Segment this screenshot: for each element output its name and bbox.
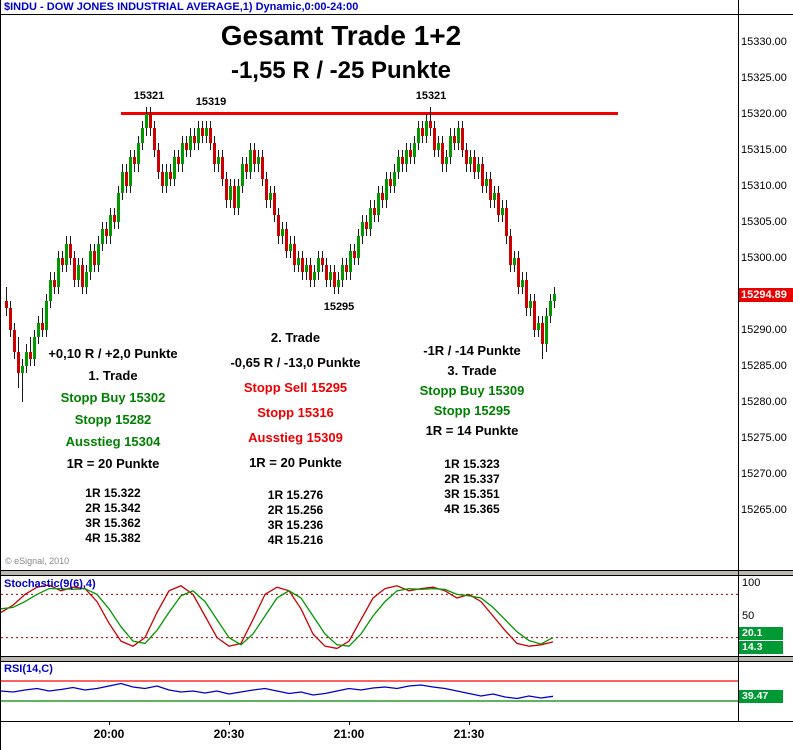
panel-splitter[interactable] (1, 656, 793, 662)
trade-note-line: Stopp 15282 (74, 412, 152, 427)
r-target-line: 1R 15.276 (267, 488, 324, 502)
r-target-line: 4R 15.382 (85, 531, 141, 545)
trade-note-line: Stopp Buy 15309 (419, 383, 525, 398)
headline-result: -1,55 R / -25 Punkte (230, 57, 452, 84)
trade-2-annotation: 2. Trade -0,65 R / -13,0 Punkte Stopp Sell… (213, 330, 378, 549)
trade-note-line: Ausstieg 15309 (248, 430, 343, 445)
trade-note-line: 1R = 20 Punkte (249, 455, 342, 470)
trade-note-line: +0,10 R / +2,0 Punkte (48, 346, 178, 361)
r-target-line: 3R 15.351 (444, 487, 500, 501)
trade-note-line: Stopp Sell 15295 (243, 380, 348, 395)
stochastic-plot (1, 584, 738, 650)
r-target-line: 2R 15.342 (85, 501, 141, 515)
stochastic-label: Stochastic(9(6),4) (4, 578, 96, 590)
r-target-line: 1R 15.323 (444, 457, 500, 471)
panel-splitter[interactable] (1, 570, 793, 576)
trade-note-line: Stopp 15295 (433, 403, 511, 418)
stoch-axis-100: 100 (742, 577, 761, 589)
r-target-list: 1R 15.276 2R 15.256 3R 15.236 4R 15.216 (268, 488, 323, 548)
trade-note-line: Stopp Buy 15302 (60, 390, 166, 405)
esignal-watermark: © eSignal, 2010 (5, 556, 70, 566)
r-target-list: 1R 15.322 2R 15.342 3R 15.362 4R 15.382 (85, 486, 140, 546)
r-target-line: 3R 15.362 (85, 516, 141, 530)
title-bar: $INDU - DOW JONES INDUSTRIAL AVERAGE,1) … (1, 0, 793, 15)
time-axis[interactable] (1, 721, 793, 750)
stoch-axis-50: 50 (742, 610, 755, 622)
stoch-k-value-badge: 14.3 (739, 641, 783, 654)
trade-note-line: -1R / -14 Punkte (423, 343, 521, 358)
trade-note-line: 1R = 14 Punkte (425, 423, 519, 438)
trade-3-annotation: -1R / -14 Punkte 3. Trade Stopp Buy 15309 S… (407, 343, 537, 518)
trade-note-line: Ausstieg 15304 (65, 434, 161, 449)
trade-1-annotation: +0,10 R / +2,0 Punkte 1. Trade Stopp Buy 1… (29, 346, 197, 547)
trade-note-line: Stopp 15316 (257, 405, 334, 420)
symbol-title: $INDU - DOW JONES INDUSTRIAL AVERAGE,1) … (4, 1, 359, 13)
r-target-line: 2R 15.337 (444, 472, 500, 486)
trade-note-line: -0,65 R / -13,0 Punkte (230, 355, 361, 370)
r-target-line: 1R 15.322 (85, 486, 141, 500)
r-target-line: 2R 15.256 (267, 503, 324, 517)
axis-divider-line (738, 0, 739, 721)
r-target-line: 4R 15.216 (267, 533, 324, 547)
r-target-line: 3R 15.236 (267, 518, 324, 532)
trade-note-line: 3. Trade (447, 363, 497, 378)
r-target-line: 4R 15.365 (444, 502, 500, 516)
r-target-list: 1R 15.323 2R 15.337 3R 15.351 4R 15.365 (444, 457, 499, 517)
rsi-value-badge: 39.47 (739, 690, 783, 703)
rsi-label: RSI(14,C) (4, 663, 53, 675)
trade-note-line: 2. Trade (270, 330, 321, 345)
rsi-plot (1, 680, 738, 702)
trade-note-line: 1R = 20 Punkte (66, 456, 160, 471)
stoch-d-value-badge: 20.1 (739, 627, 783, 640)
headline-trade-summary: Gesamt Trade 1+2 (220, 20, 462, 51)
trade-note-line: 1. Trade (88, 368, 138, 383)
resistance-line (121, 112, 618, 115)
